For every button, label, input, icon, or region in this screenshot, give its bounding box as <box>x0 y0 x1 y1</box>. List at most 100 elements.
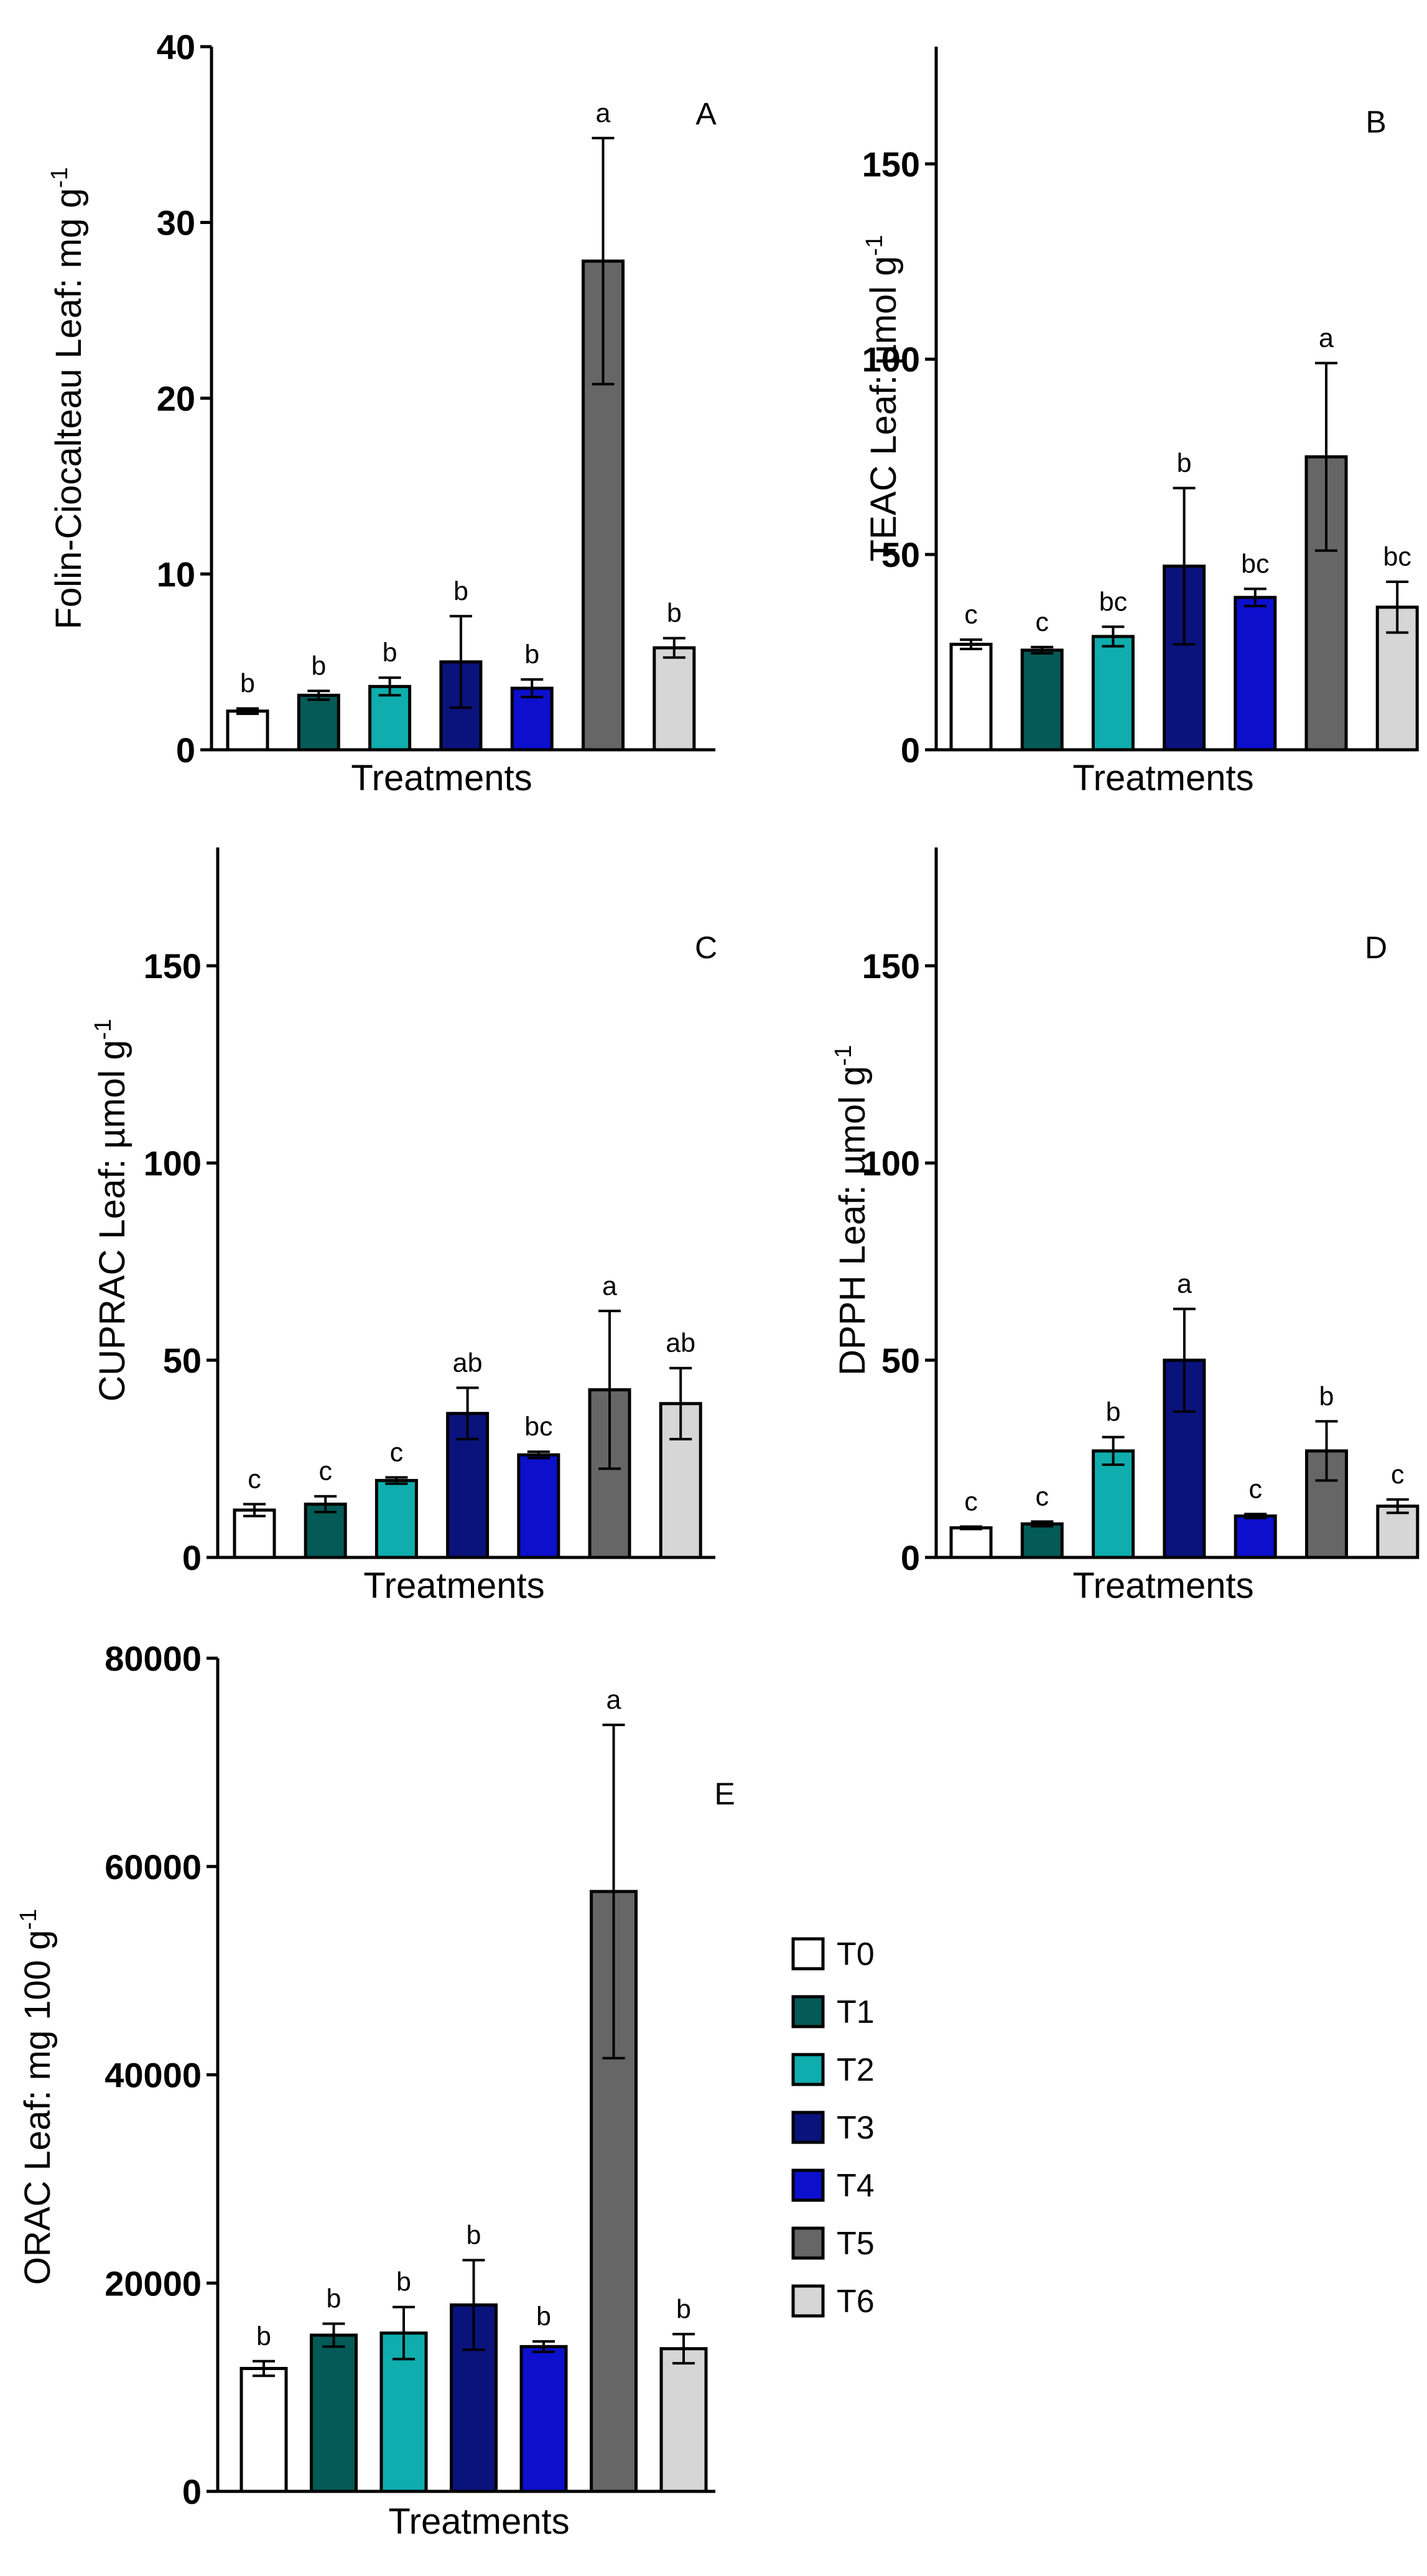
significance-label-t5: a <box>1319 324 1334 353</box>
bar-t2 <box>368 684 412 752</box>
significance-label-t5: a <box>607 1685 621 1715</box>
significance-label-t2: c <box>390 1437 404 1467</box>
error-bar-t2 <box>393 2305 415 2361</box>
legend-swatch-t1 <box>791 1995 825 2028</box>
significance-label-t1: c <box>318 1457 332 1486</box>
significance-label-t2: bc <box>1099 587 1127 617</box>
legend-item-t4: T4 <box>791 2168 875 2204</box>
legend-swatch-t5 <box>791 2226 825 2260</box>
panel-letter: B <box>1365 105 1386 139</box>
significance-label-t6: bc <box>1383 542 1411 572</box>
y-axis-title-superscript: -1 <box>90 1019 116 1040</box>
error-bar-t0 <box>960 1525 982 1531</box>
error-bar-t1 <box>322 2322 345 2348</box>
y-tick-label: 100 <box>862 340 920 379</box>
legend-item-t5: T5 <box>791 2226 875 2262</box>
y-tick-label: 50 <box>163 1341 202 1380</box>
chart-panel-b: 0 50 100 150 TEAC Leaf: µmol g-1 Treatments Bc… <box>862 47 1419 798</box>
legend-item-t1: T1 <box>791 1994 875 2030</box>
error-bar-t6 <box>1386 581 1409 634</box>
bar-t1 <box>297 693 340 752</box>
error-bar-t5 <box>592 136 615 386</box>
y-tick-label: 150 <box>144 946 202 986</box>
panel-letter: E <box>714 1776 735 1811</box>
y-tick-label: 30 <box>157 203 195 243</box>
legend-item-t3: T3 <box>791 2110 875 2146</box>
significance-label-t3: b <box>467 2220 481 2250</box>
error-bar-t2 <box>378 676 401 697</box>
y-axis-title-text: CUPRAC Leaf: µmol g <box>92 1040 132 1401</box>
y-axis-title-superscript: -1 <box>47 167 73 188</box>
x-axis-title: Treatments <box>388 2501 569 2542</box>
y-tick-label: 20000 <box>105 2264 202 2303</box>
significance-label-t5: a <box>602 1271 617 1301</box>
error-bar-t1 <box>314 1495 337 1514</box>
bar-t4 <box>510 686 554 752</box>
y-tick-label: 50 <box>881 535 920 574</box>
y-axis-title: TEAC Leaf: µmol g-1 <box>862 235 904 562</box>
y-tick-label: 0 <box>176 730 195 770</box>
error-bar-t1 <box>1031 645 1054 655</box>
y-axis-title-text: ORAC Leaf: mg 100 g <box>17 1930 58 2285</box>
error-bar-t5 <box>598 1309 621 1470</box>
error-bar-t3 <box>462 2259 485 2351</box>
y-tick-label: 0 <box>182 2472 202 2511</box>
significance-label-t4: bc <box>524 1412 552 1442</box>
y-tick-label: 100 <box>862 1144 920 1183</box>
error-bar-t1 <box>1031 1520 1054 1528</box>
significance-label-t6: c <box>1391 1460 1405 1490</box>
legend-swatch-t6 <box>791 2284 825 2318</box>
error-bar-t5 <box>1315 362 1337 552</box>
y-tick-label: 60000 <box>105 1847 202 1887</box>
significance-label-t6: b <box>667 599 682 628</box>
y-tick-label: 10 <box>157 555 195 594</box>
x-axis-title: Treatments <box>1072 1566 1253 1606</box>
bar-t2 <box>1091 635 1135 752</box>
error-bar-t4 <box>1243 587 1267 607</box>
bar-t4 <box>1234 1514 1277 1559</box>
error-bar-t2 <box>385 1476 408 1485</box>
bar-t0 <box>239 2366 288 2493</box>
error-bar-t4 <box>527 1450 550 1460</box>
bar-t1 <box>1020 648 1064 752</box>
legend-item-t2: T2 <box>791 2052 875 2088</box>
bar-t0 <box>949 1526 993 1559</box>
y-tick-label: 0 <box>901 1538 920 1577</box>
legend-label: T6 <box>837 2284 875 2320</box>
legend: T0 T1 T2 T3 T4 T5 T6 <box>791 1936 875 2320</box>
error-bar-t0 <box>236 707 259 716</box>
bar-t4 <box>1234 595 1277 752</box>
bar-t1 <box>1020 1522 1064 1559</box>
significance-label-t3: b <box>1177 448 1192 478</box>
bar-t6 <box>1375 605 1419 752</box>
y-tick-label: 80000 <box>105 1639 202 1678</box>
y-tick-label: 40000 <box>105 2056 202 2095</box>
error-bar-t4 <box>1244 1513 1267 1519</box>
significance-label-t5: b <box>1319 1381 1334 1411</box>
y-axis-title-text: TEAC Leaf: µmol g <box>863 256 904 561</box>
error-bar-t6 <box>669 1366 692 1440</box>
x-axis-title: Treatments <box>351 758 532 798</box>
error-bar-t6 <box>1386 1498 1409 1514</box>
significance-label-t3: a <box>1177 1269 1192 1299</box>
significance-label-t1: b <box>327 2284 342 2314</box>
error-bar-t6 <box>672 2333 695 2365</box>
panel-letter: C <box>695 930 717 965</box>
error-bar-t2 <box>1102 625 1125 648</box>
significance-label-t0: b <box>256 2322 271 2351</box>
x-axis-title: Treatments <box>1072 758 1253 798</box>
legend-label: T0 <box>837 1936 875 1972</box>
legend-swatch-t0 <box>791 1937 825 1971</box>
legend-item-t0: T0 <box>791 1936 875 1972</box>
legend-label: T4 <box>837 2168 875 2204</box>
chart-panel-e: 0 20000 40000 60000 80000 ORAC Leaf: mg 100 g… <box>16 1639 735 2542</box>
y-axis-title: CUPRAC Leaf: µmol g-1 <box>90 1019 132 1401</box>
bar-t2 <box>374 1478 418 1559</box>
legend-label: T1 <box>837 1994 875 2030</box>
bar-t2 <box>1092 1449 1135 1559</box>
y-tick-label: 0 <box>182 1538 202 1577</box>
x-axis-title: Treatments <box>363 1566 544 1606</box>
panel-letter: D <box>1365 930 1387 965</box>
legend-item-t6: T6 <box>791 2284 875 2320</box>
